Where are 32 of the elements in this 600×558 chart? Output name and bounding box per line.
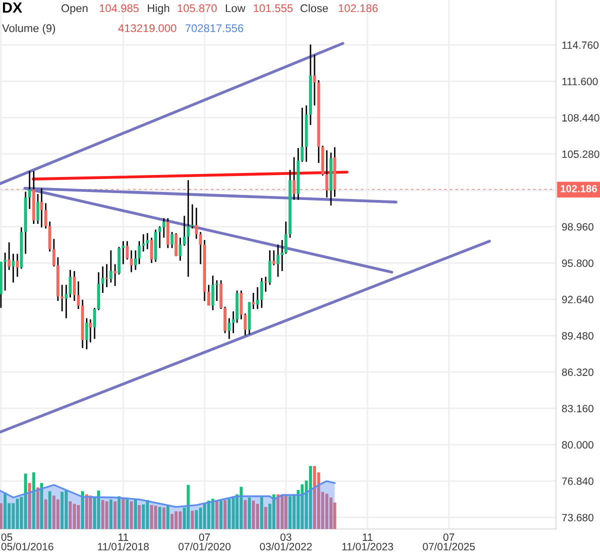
y-tick-label: 108.440 bbox=[562, 114, 600, 122]
chart-title: DX bbox=[2, 2, 22, 13]
y-tick-label: 76.840 bbox=[562, 478, 594, 485]
y-tick-label: 105.280 bbox=[562, 150, 600, 158]
y-tick-label: 83.160 bbox=[562, 404, 594, 412]
annotation: High bbox=[148, 4, 170, 14]
annotation: Volume (9) bbox=[2, 24, 56, 34]
annotation: 102.186 bbox=[338, 4, 378, 12]
x-tick-label: 05 05/01/2016 bbox=[1, 533, 54, 550]
annotation: Open bbox=[62, 4, 88, 14]
y-tick-label: 95.800 bbox=[562, 259, 594, 267]
y-tick-label: 89.480 bbox=[562, 332, 594, 340]
annotation: 104.985 bbox=[100, 4, 139, 12]
annotation: 702817.556 bbox=[186, 24, 244, 32]
annotation: Close bbox=[300, 4, 328, 12]
x-tick-label: 11 11/01/2023 bbox=[342, 534, 394, 550]
annotation: 105.870 bbox=[178, 4, 217, 12]
x-tick-label: 07 07/01/2020 bbox=[178, 533, 231, 550]
annotation: 101.555 bbox=[254, 4, 293, 12]
x-tick-label: 07 07/01/2025 bbox=[422, 533, 475, 550]
y-tick-label: 98.960 bbox=[562, 223, 594, 231]
y-tick-label: 86.320 bbox=[562, 368, 594, 376]
x-tick-label: 03 03/01/2022 bbox=[260, 533, 312, 550]
y-tick-label: 114.760 bbox=[562, 41, 599, 49]
ref-line-label: 102.186 bbox=[560, 185, 597, 192]
y-tick-label: 111.600 bbox=[562, 78, 598, 86]
annotation: Low bbox=[226, 4, 246, 12]
y-tick-label: 80.000 bbox=[562, 441, 594, 449]
y-tick-label: 92.640 bbox=[562, 296, 594, 304]
y-tick-label: 73.680 bbox=[562, 514, 594, 522]
x-tick-label: 11 11/01/2018 bbox=[98, 534, 149, 550]
annotation: 413219.000 bbox=[118, 24, 176, 32]
